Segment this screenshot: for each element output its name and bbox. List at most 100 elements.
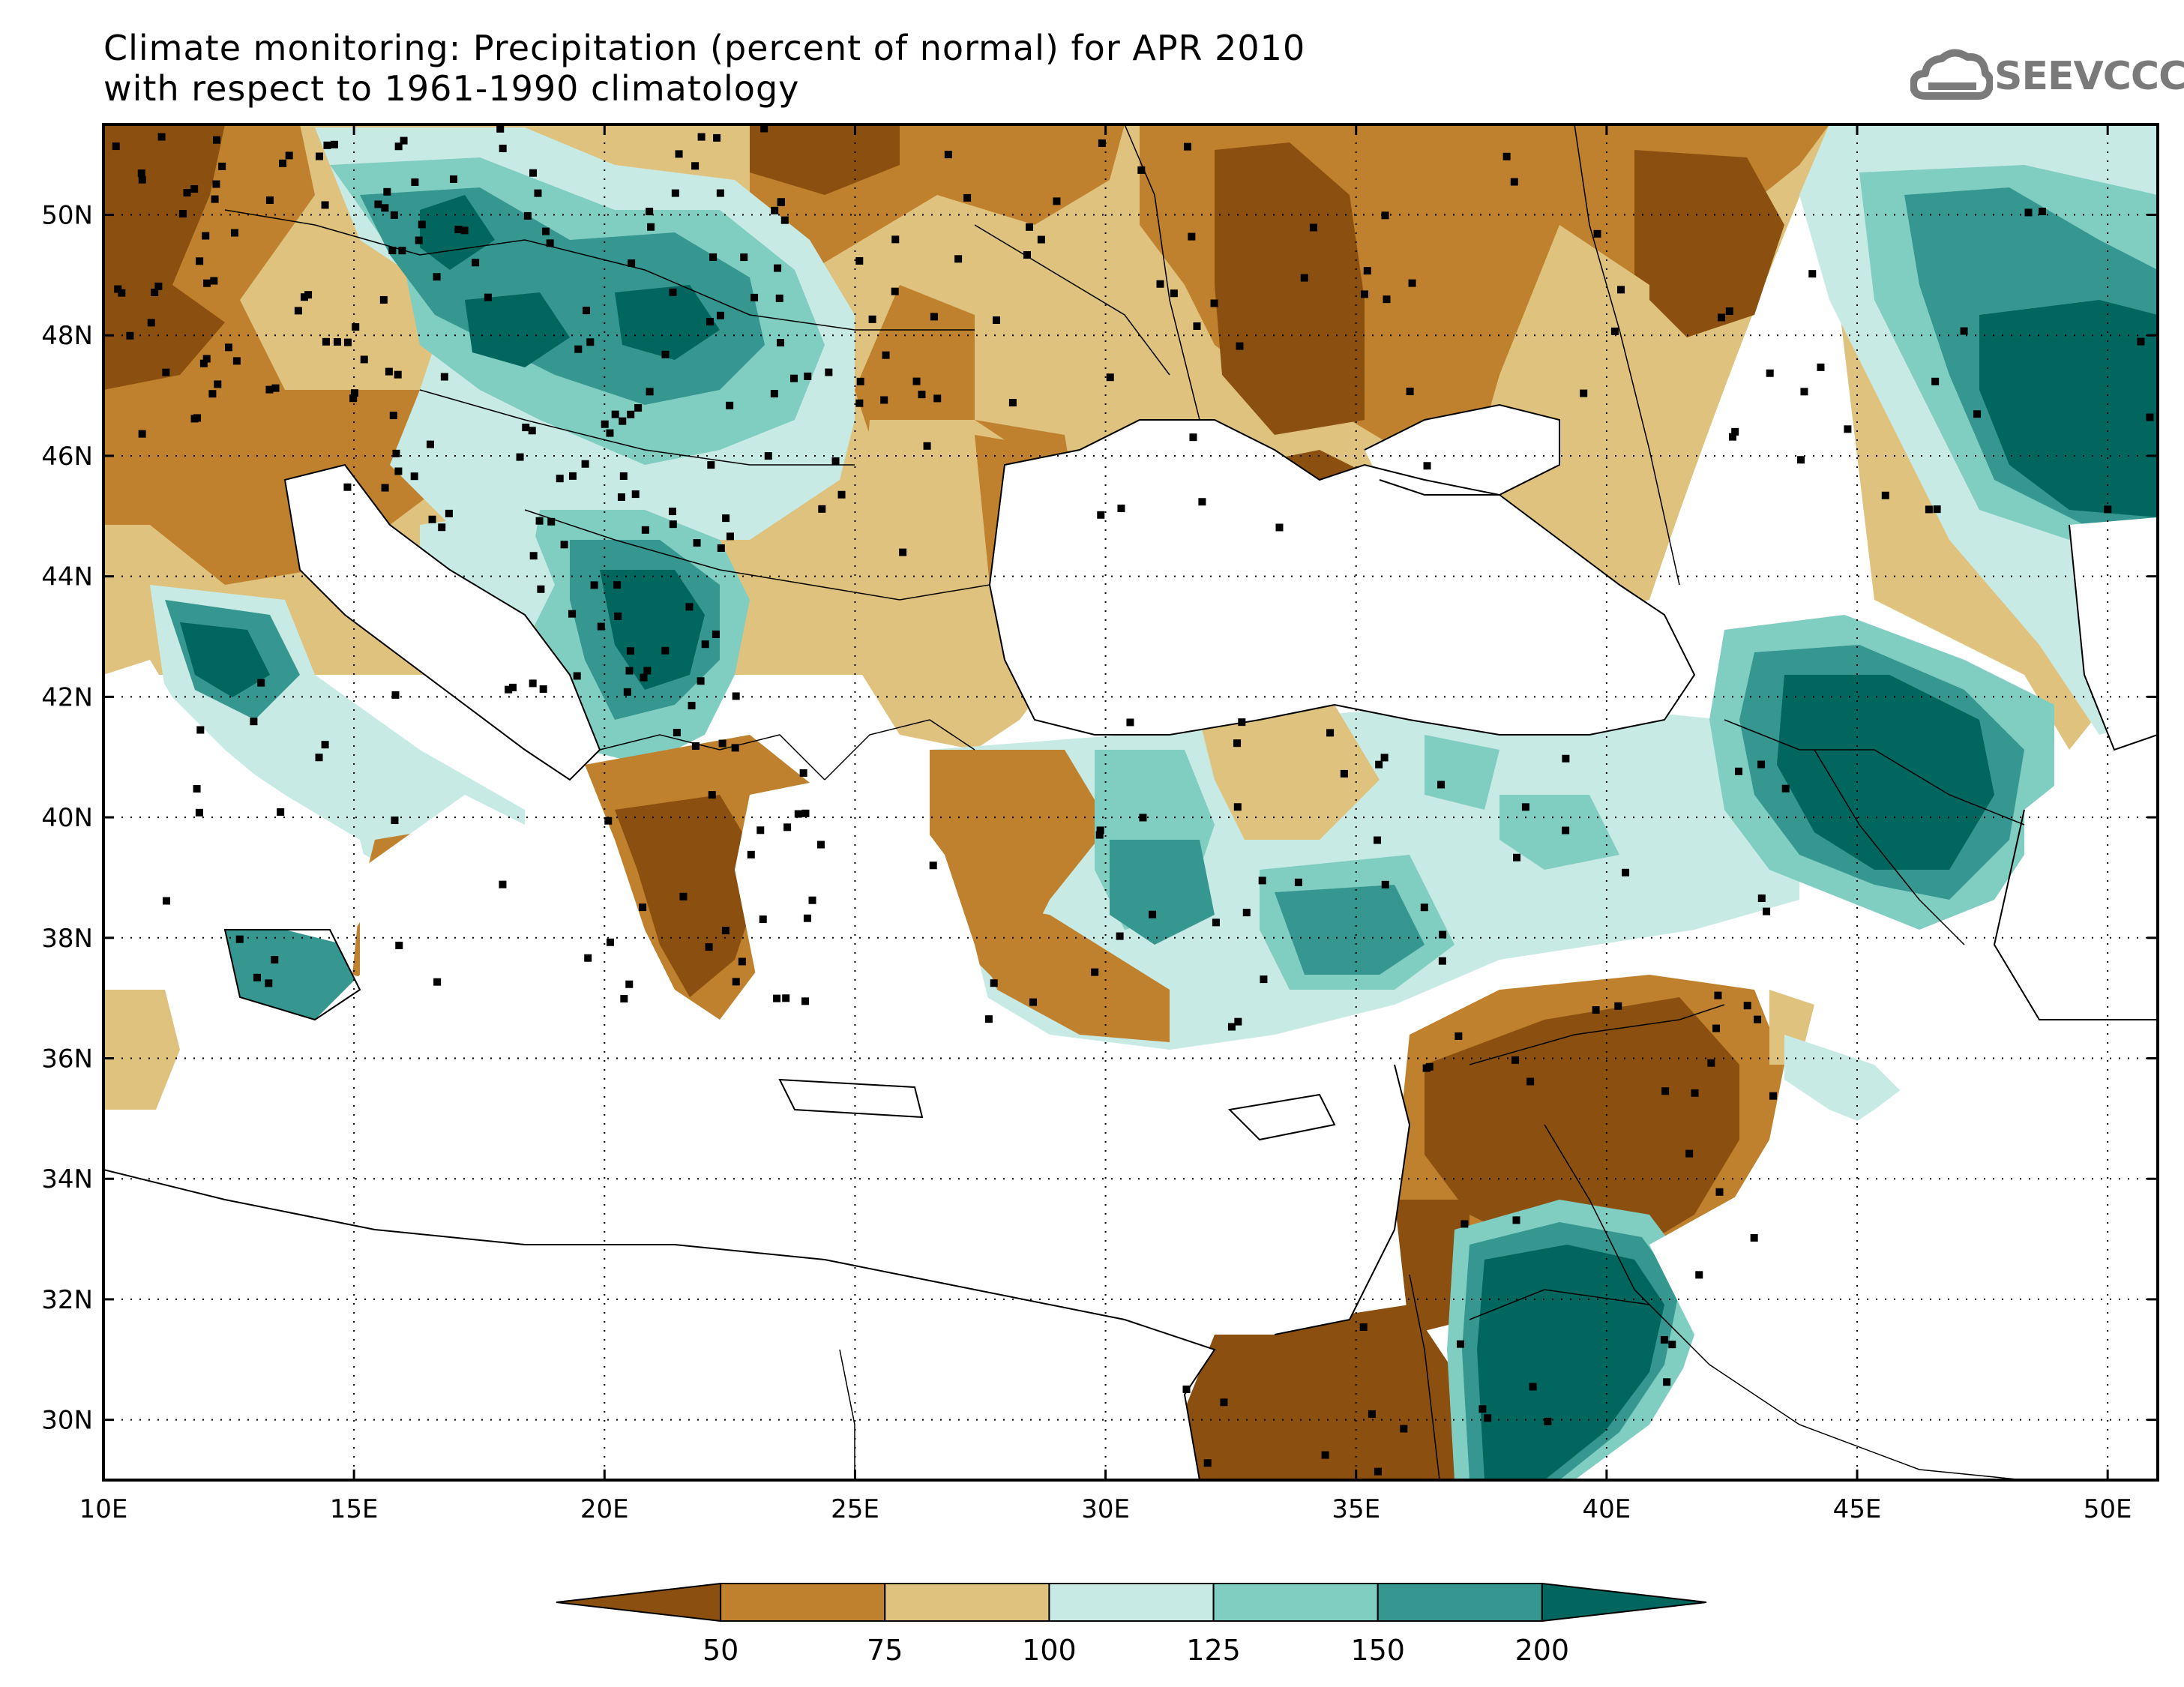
station-marker [669,508,677,516]
station-marker [1592,1006,1600,1014]
lat-tick-label: 38N [41,924,93,954]
lon-tick-label: 15E [330,1494,379,1524]
station-marker [837,490,846,499]
station-marker [582,307,590,315]
station-marker [271,384,280,392]
station-marker [1757,760,1766,769]
station-marker [1340,769,1348,778]
station-marker [450,175,458,183]
station-marker [415,236,423,244]
station-marker [606,429,614,437]
station-marker [1973,410,1982,418]
lon-tick-label: 45E [1833,1494,1882,1524]
colorbar-swatch [720,1583,886,1622]
station-marker [1137,166,1146,174]
station-marker [1754,1015,1762,1023]
station-marker [716,189,724,197]
station-marker [1375,760,1383,769]
station-marker [1139,814,1147,822]
station-marker [1182,1385,1191,1393]
station-marker [202,232,210,240]
station-marker [1844,425,1852,433]
station-marker [1521,803,1529,811]
station-marker [391,817,399,825]
station-marker [625,667,634,675]
station-marker [1116,932,1124,940]
station-marker [1797,456,1805,464]
station-marker [1960,327,1968,335]
station-marker [1817,363,1825,371]
station-marker [394,142,403,151]
station-marker [773,994,781,1002]
station-marker [634,404,643,412]
station-marker [265,385,274,394]
station-marker [708,791,716,799]
map-title-line-2: with respect to 1961-1990 climatology [103,68,800,109]
station-marker [1881,491,1889,499]
station-marker [750,293,759,301]
station-marker [1735,767,1743,775]
station-marker [1931,377,1940,385]
station-marker [1420,903,1428,912]
station-marker [178,210,187,218]
station-marker [114,285,122,293]
station-marker [1731,427,1739,436]
station-marker [679,892,688,900]
station-marker [1406,388,1414,396]
station-marker [315,754,323,762]
station-marker [351,389,359,397]
station-marker [151,288,159,296]
station-marker [202,355,211,363]
station-marker [138,175,146,184]
station-marker [1260,975,1268,984]
station-marker [963,193,972,202]
station-marker [891,287,899,295]
station-marker [428,515,436,523]
station-marker [930,313,938,321]
station-marker [460,226,469,235]
station-marker [880,396,888,404]
lat-tick-label: 32N [41,1285,93,1315]
station-marker [196,257,204,265]
station-marker [398,247,406,255]
station-marker [1294,878,1302,886]
station-marker [606,938,614,946]
sea-mask [103,405,2158,1480]
station-marker [395,941,403,949]
station-marker [640,673,648,682]
station-marker [547,517,556,526]
station-marker [1610,327,1619,335]
station-marker [1781,784,1790,793]
lat-tick-label: 34N [41,1164,93,1194]
station-marker [855,256,864,265]
station-marker [1275,523,1284,532]
station-marker [1593,229,1601,238]
station-marker [472,259,480,267]
station-marker [1095,831,1104,839]
station-marker [1117,505,1125,513]
station-marker [1097,511,1105,519]
station-marker [1617,286,1625,294]
station-marker [1691,1089,1699,1097]
station-marker [669,288,677,296]
station-marker [771,206,779,214]
station-marker [738,957,746,966]
station-marker [1193,322,1201,330]
station-marker [190,185,199,193]
station-marker [1712,1024,1721,1032]
station-marker [808,896,816,904]
station-marker [147,319,155,327]
latitude-axis: 30N 32N 34N 36N 38N 40N 42N 44N 46N 48N 50N [41,201,2158,1436]
station-marker [529,679,537,688]
station-marker [1715,1188,1724,1196]
station-marker [1210,299,1218,307]
seevccc-logo: SEEVCCC [1910,43,2184,111]
station-marker [801,997,810,1005]
lat-tick-label: 36N [41,1044,93,1074]
lat-tick-label: 42N [41,682,93,712]
colorbar-swatch [884,1583,1050,1622]
station-marker [1053,197,1061,205]
station-marker [685,603,694,611]
station-marker [208,390,217,398]
station-marker [499,144,507,152]
